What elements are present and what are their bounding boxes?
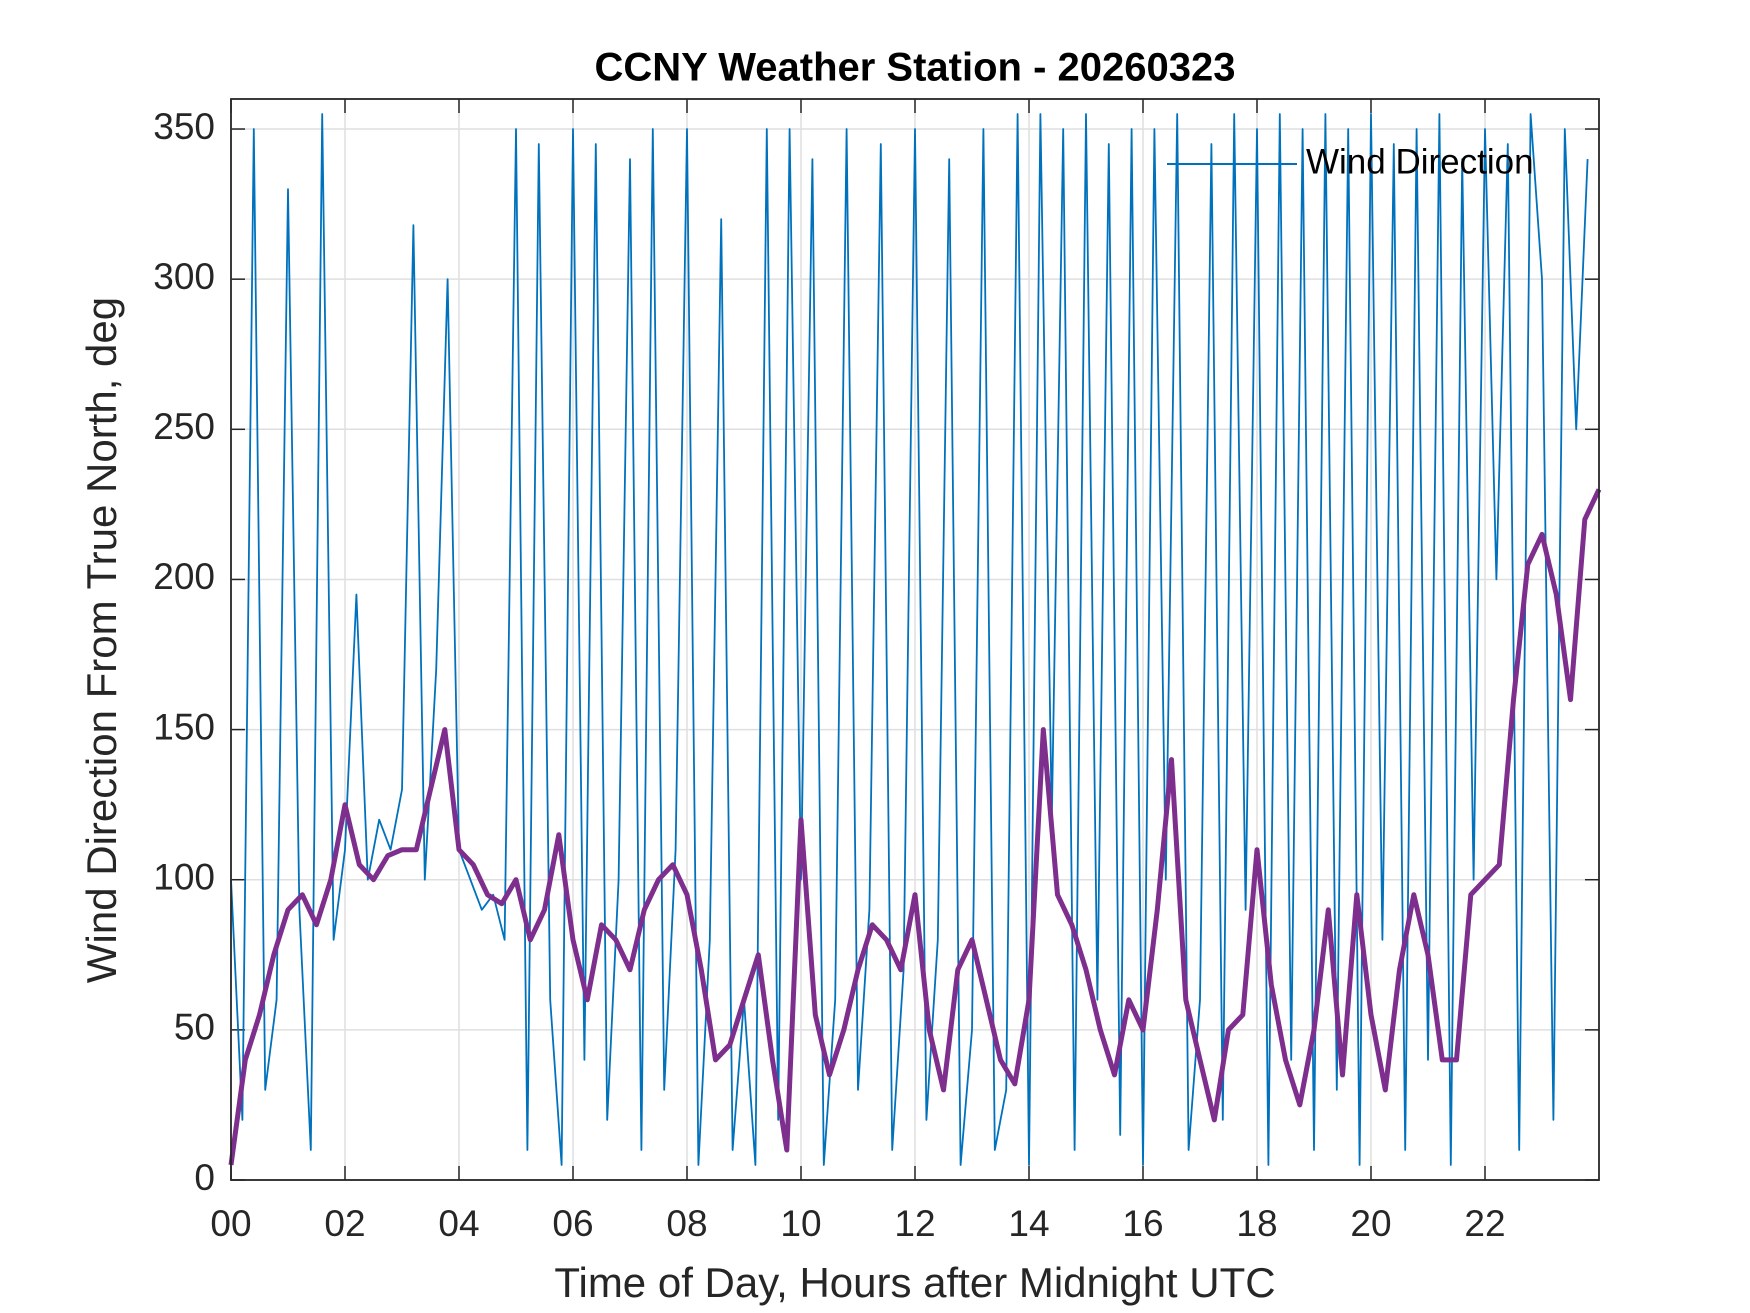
x-tick-label: 04 (438, 1203, 479, 1244)
x-tick-label: 22 (1464, 1203, 1505, 1244)
x-tick-label: 20 (1350, 1203, 1391, 1244)
x-tick-label: 02 (324, 1203, 365, 1244)
x-tick-label: 18 (1236, 1203, 1277, 1244)
y-axis-label: Wind Direction From True North, deg (78, 297, 125, 983)
x-tick-label: 14 (1008, 1203, 1049, 1244)
x-tick-label: 12 (894, 1203, 935, 1244)
x-tick-label: 16 (1122, 1203, 1163, 1244)
y-tick-label: 250 (153, 406, 215, 447)
x-tick-label: 06 (552, 1203, 593, 1244)
x-axis-label: Time of Day, Hours after Midnight UTC (554, 1259, 1275, 1306)
plot-frame (230, 98, 1600, 1181)
chart-title: CCNY Weather Station - 20260323 (595, 46, 1236, 90)
y-tick-label: 200 (153, 556, 215, 597)
legend-label: Wind Direction (1306, 142, 1534, 181)
x-tick-label: 08 (666, 1203, 707, 1244)
data-line (230, 113, 1589, 1166)
y-tick-label: 350 (153, 106, 215, 147)
y-tick-label: 100 (153, 857, 215, 898)
y-tick-label: 50 (174, 1007, 215, 1048)
y-tick-label: 300 (153, 256, 215, 297)
y-tick-label: 0 (194, 1157, 215, 1198)
x-tick-label: 10 (780, 1203, 821, 1244)
data-line (228, 488, 1602, 1166)
y-tick-label: 150 (153, 706, 215, 747)
x-tick-label: 00 (210, 1203, 251, 1244)
